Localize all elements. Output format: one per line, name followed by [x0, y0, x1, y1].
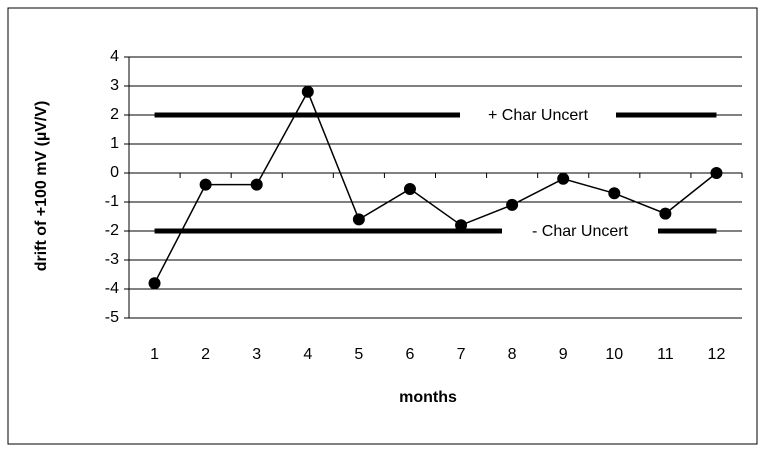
y-tick-label: 0: [110, 164, 119, 181]
x-tick-label: 5: [354, 346, 363, 363]
data-point: [403, 182, 416, 195]
x-tick-label: 2: [201, 346, 210, 363]
y-tick-label: 2: [110, 106, 119, 123]
x-tick-label: 6: [406, 346, 415, 363]
label-background: [460, 103, 616, 127]
x-tick-label: 12: [708, 346, 726, 363]
data-point: [250, 178, 263, 191]
data-point: [148, 277, 161, 290]
y-tick-label: 1: [110, 135, 119, 152]
x-tick-label: 8: [508, 346, 517, 363]
y-tick-label: -3: [105, 251, 119, 268]
data-point: [455, 219, 468, 232]
reference-label: + Char Uncert: [488, 107, 589, 124]
x-tick-label: 3: [252, 346, 261, 363]
data-point: [352, 213, 365, 226]
reference-label: - Char Uncert: [532, 223, 629, 240]
data-point: [608, 187, 621, 200]
y-tick-label: -1: [105, 193, 119, 210]
x-tick-label: 11: [657, 346, 674, 363]
y-tick-label: -2: [105, 222, 119, 239]
x-tick-label: 4: [303, 346, 312, 363]
data-point: [710, 167, 723, 179]
y-tick-label: -4: [105, 280, 119, 297]
y-tick-label: -5: [105, 309, 119, 326]
x-axis-label: months: [399, 389, 457, 406]
x-tick-label: 10: [605, 346, 623, 363]
x-tick-label: 1: [150, 346, 159, 363]
data-point: [506, 198, 519, 211]
series-line: [153, 90, 717, 284]
data-point: [301, 85, 314, 98]
y-tick-label: 4: [110, 48, 119, 65]
x-tick-label: 9: [559, 346, 568, 363]
x-tick-label: 7: [457, 346, 466, 363]
data-point: [199, 178, 212, 191]
y-tick-label: 3: [110, 77, 119, 94]
label-background: [502, 219, 658, 243]
data-point: [557, 172, 570, 185]
y-axis-label: drift of +100 mV (µV/V): [33, 101, 50, 272]
data-point: [659, 207, 672, 220]
